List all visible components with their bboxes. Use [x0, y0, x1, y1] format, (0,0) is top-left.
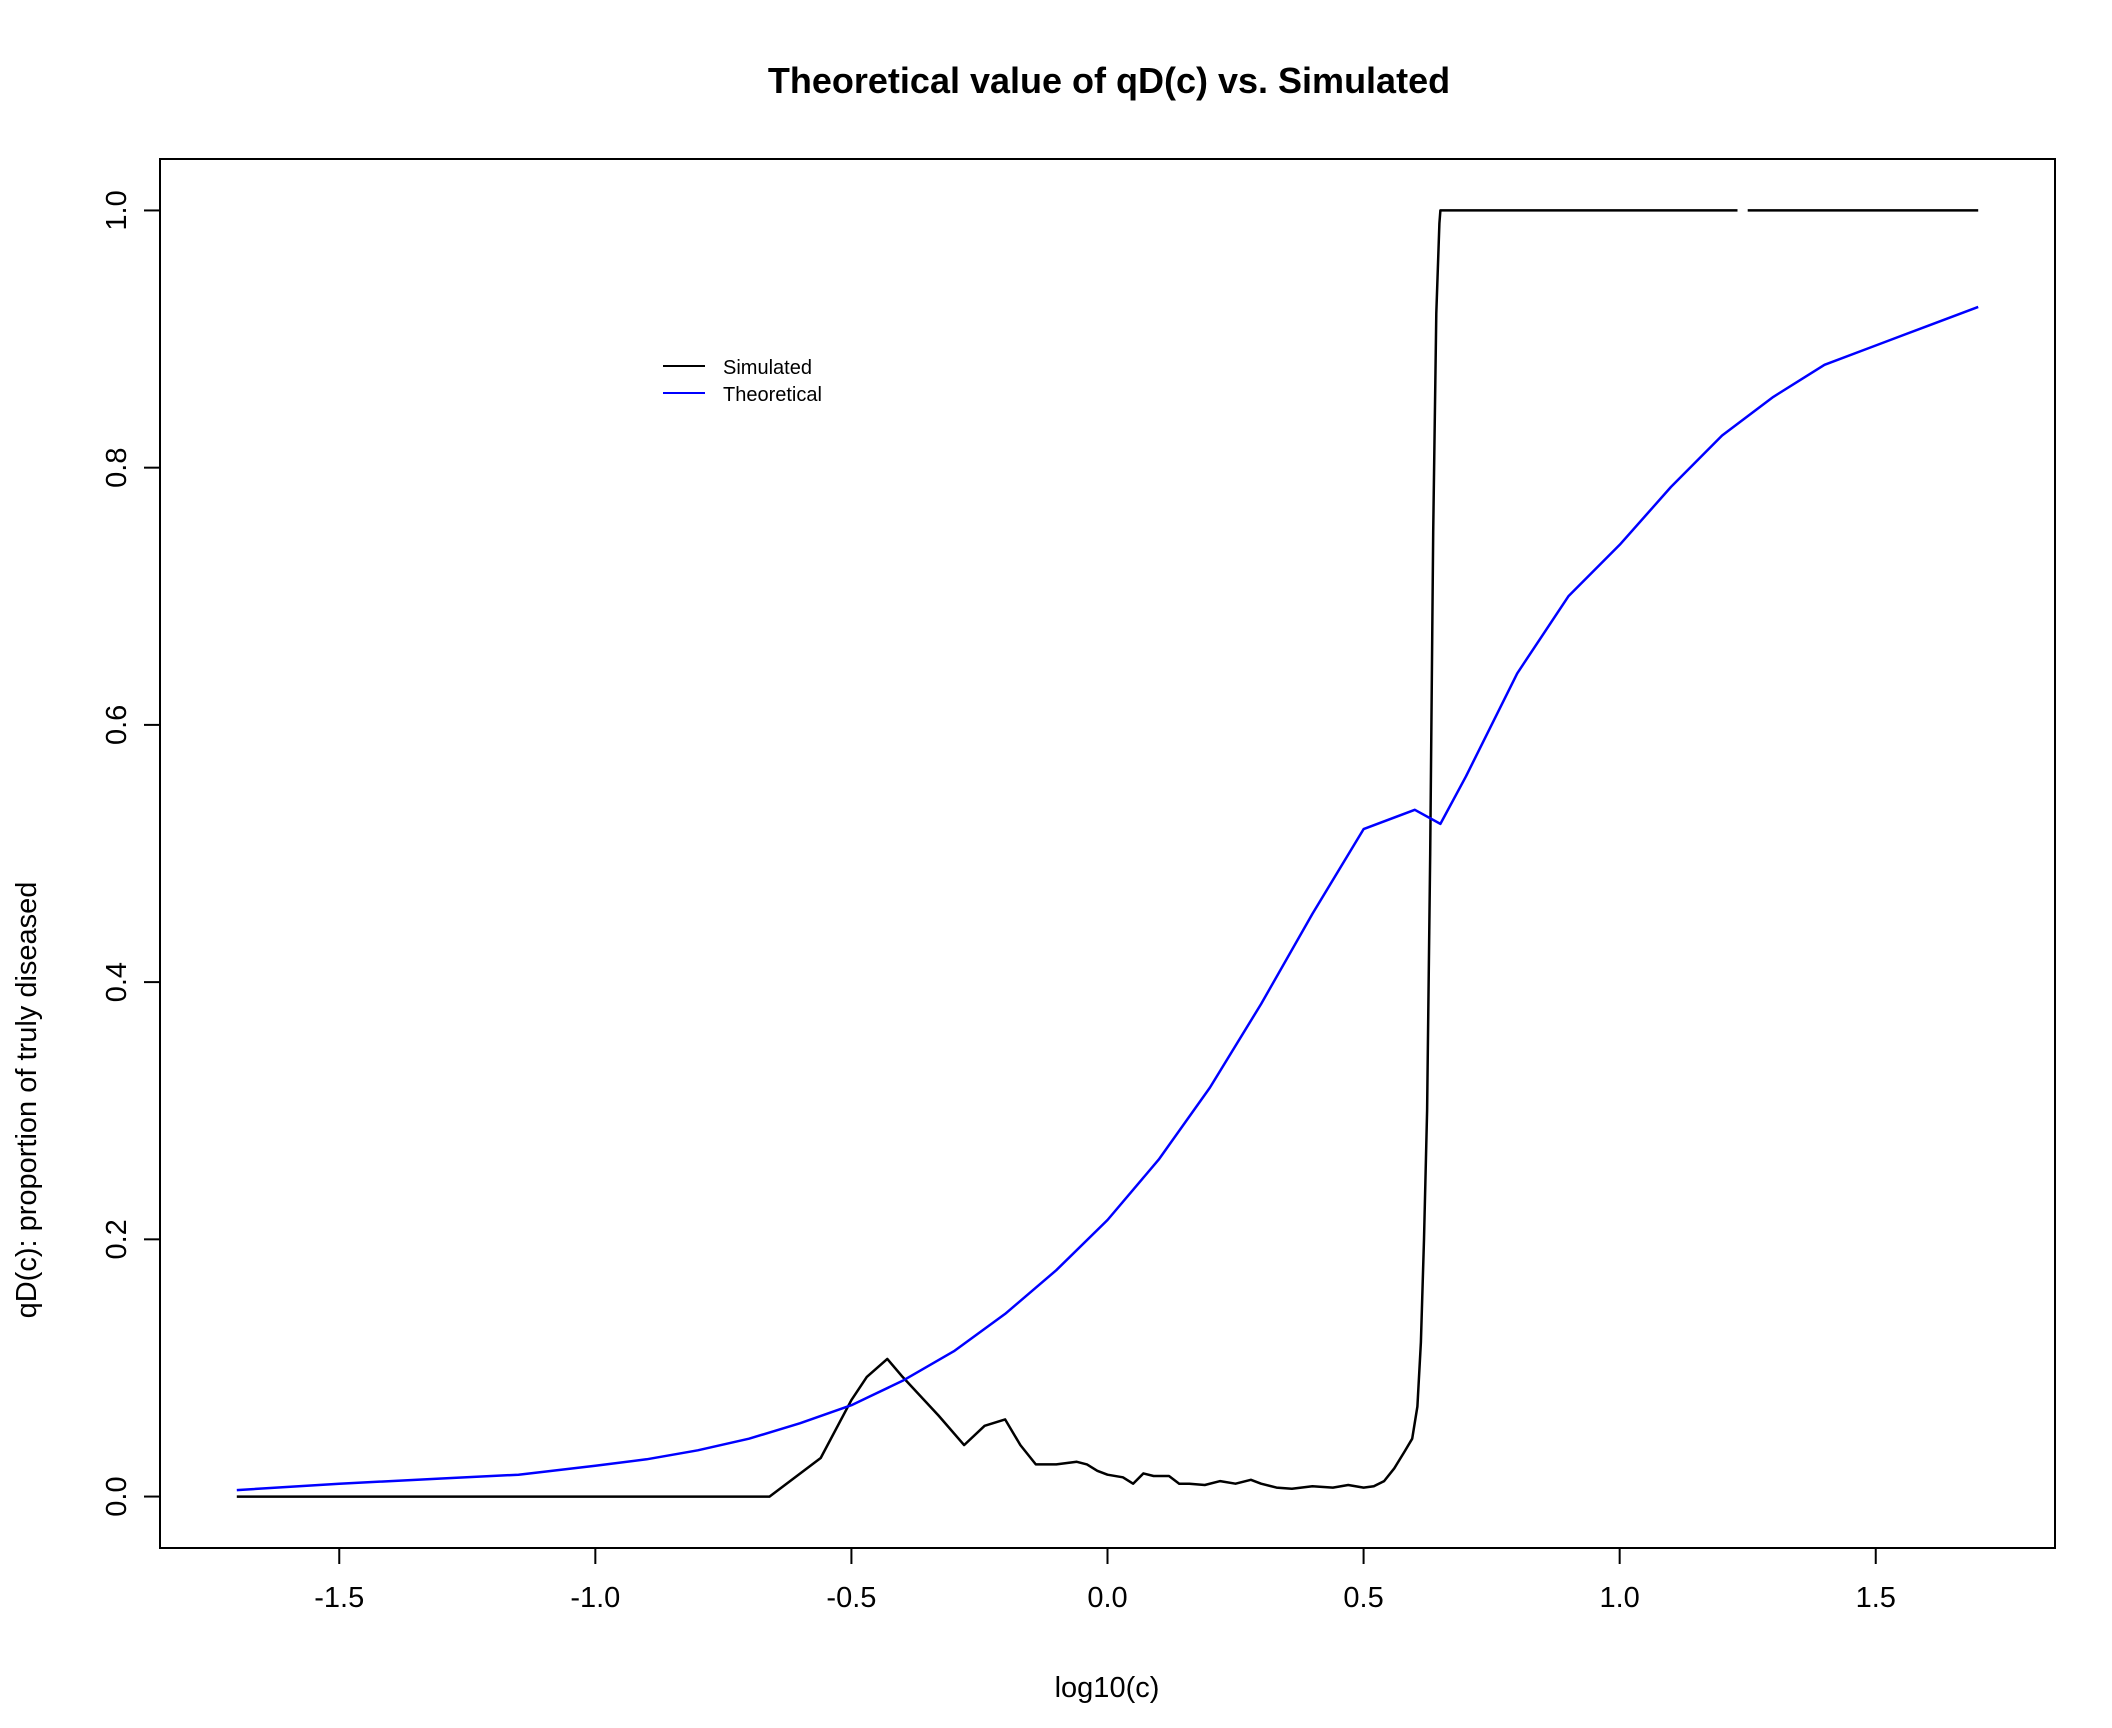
y-tick-label: 1.0 — [101, 190, 133, 230]
x-tick-label: -1.0 — [570, 1582, 620, 1614]
chart-title: Theoretical value of qD(c) vs. Simulated — [768, 60, 1450, 101]
y-axis: 0.0 0.2 0.4 0.6 0.8 1.0 — [101, 190, 161, 1517]
x-tick-label: 0.5 — [1343, 1582, 1383, 1614]
y-tick-label: 0.0 — [101, 1476, 133, 1516]
series-line-simulated — [236, 209, 1738, 1498]
legend-label-theoretical: Theoretical — [723, 384, 822, 406]
y-tick-label: 0.2 — [101, 1219, 133, 1259]
x-axis: -1.5 -1.0 -0.5 0.0 0.5 1.0 1.5 — [314, 1547, 1896, 1614]
series-layer — [236, 209, 1979, 1498]
x-axis-title: log10(c) — [1055, 1672, 1160, 1704]
y-tick-label: 0.8 — [101, 448, 133, 488]
y-tick-label: 0.6 — [101, 705, 133, 745]
series-line-theoretical — [236, 305, 1979, 1492]
x-tick-label: -1.5 — [314, 1582, 364, 1614]
legend-label-simulated: Simulated — [723, 357, 812, 379]
legend: Simulated Theoretical — [663, 357, 822, 406]
y-tick-label: 0.4 — [101, 962, 133, 1002]
y-axis-title: qD(c): proportion of truly diseased — [11, 882, 43, 1319]
x-tick-label: 0.0 — [1087, 1582, 1127, 1614]
x-tick-label: 1.5 — [1856, 1582, 1896, 1614]
x-tick-label: 1.0 — [1599, 1582, 1639, 1614]
x-tick-label: -0.5 — [826, 1582, 876, 1614]
